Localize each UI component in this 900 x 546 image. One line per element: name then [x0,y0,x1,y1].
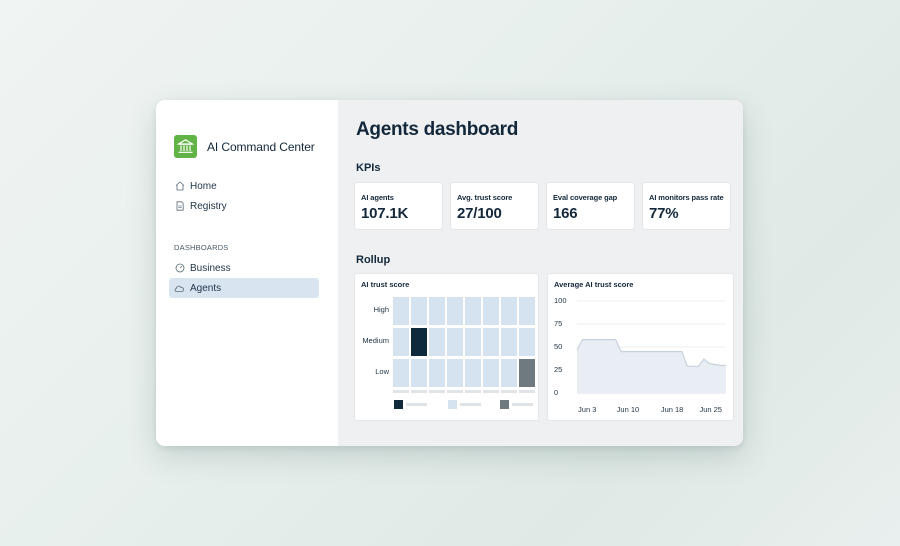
heatmap-axis-tick [429,390,445,393]
kpi-label: Avg. trust score [457,193,513,202]
heatmap-title: AI trust score [361,280,410,289]
heatmap-axis-tick [519,390,535,393]
sidebar: AI Command Center Home Registry DASHBOAR… [156,100,338,446]
heatmap-cell[interactable] [447,328,463,356]
x-tick-label: Jun 3 [578,405,597,414]
kpi-label: Eval coverage gap [553,193,618,202]
heatmap-cell[interactable] [483,297,499,325]
heatmap-axis-tick [393,390,409,393]
heatmap-legend-swatch [448,400,457,409]
heatmap-cell[interactable] [447,359,463,387]
heatmap-cell[interactable] [501,328,517,356]
heatmap-cell[interactable] [465,359,481,387]
heatmap-cell[interactable] [483,359,499,387]
kpi-card-ai-agents[interactable]: AI agents 107.1K [354,182,443,230]
heatmap-row-label: Low [375,367,389,376]
heatmap-cell[interactable] [429,359,445,387]
heatmap-cell[interactable] [465,328,481,356]
heatmap-legend-label [512,403,533,406]
heatmap-cell[interactable] [501,359,517,387]
sidebar-item-label: Agents [190,282,222,294]
heatmap-cell[interactable] [411,359,427,387]
kpis-section-title: KPIs [356,162,381,174]
line-chart-title: Average AI trust score [554,280,634,289]
heatmap-cell[interactable] [519,328,535,356]
heatmap-legend-label [406,403,427,406]
document-icon [174,201,185,212]
rollup-section-title: Rollup [356,254,391,266]
heatmap-card[interactable]: AI trust score High Medium Low [354,273,539,421]
heatmap-cell[interactable] [429,328,445,356]
heatmap-row-label: High [373,305,389,314]
y-tick-label: 100 [554,296,567,305]
x-tick-label: Jun 10 [616,405,640,414]
app-title: AI Command Center [207,139,315,154]
sidebar-item-label: Registry [190,200,227,212]
y-tick-label: 25 [554,365,563,374]
heatmap-cell[interactable] [429,297,445,325]
kpi-label: AI monitors pass rate [649,193,724,202]
heatmap-cell[interactable] [393,359,409,387]
heatmap-cell[interactable] [411,328,427,356]
page-title: Agents dashboard [356,119,518,140]
kpi-value: 77% [649,205,679,222]
sidebar-item-home[interactable]: Home [169,176,319,196]
sidebar-item-label: Business [190,262,231,274]
heatmap-legend-label [460,403,481,406]
sidebar-item-label: Home [190,180,217,192]
heatmap-row-label: Medium [362,336,389,345]
heatmap-cell[interactable] [447,297,463,325]
sidebar-item-registry[interactable]: Registry [169,196,319,216]
series-area [577,339,726,393]
heatmap-axis-tick [501,390,517,393]
sidebar-item-agents[interactable]: Agents [169,278,319,298]
y-tick-label: 50 [554,342,563,351]
heatmap-cell[interactable] [483,328,499,356]
heatmap-legend-swatch [500,400,509,409]
x-tick-label: Jun 25 [699,405,722,414]
heatmap-cell[interactable] [411,297,427,325]
line-chart-svg [576,300,726,394]
kpi-card-avg-trust-score[interactable]: Avg. trust score 27/100 [450,182,539,230]
heatmap-axis-tick [483,390,499,393]
sidebar-item-business[interactable]: Business [169,258,319,278]
main-content: Agents dashboard KPIs AI agents 107.1K A… [338,100,743,446]
dashboards-section-label: DASHBOARDS [174,243,229,252]
heatmap-cell[interactable] [465,297,481,325]
kpi-card-ai-monitors-pass-rate[interactable]: AI monitors pass rate 77% [642,182,731,230]
line-chart-card[interactable]: Average AI trust score 100 75 50 25 0 Jun 3 Ju… [547,273,734,421]
heatmap-axis-tick [447,390,463,393]
kpi-value: 27/100 [457,205,502,222]
bank-building-icon [174,135,197,158]
heatmap-cell[interactable] [393,328,409,356]
kpi-value: 166 [553,205,578,222]
heatmap-axis-tick [411,390,427,393]
gauge-icon [174,263,185,274]
app-window: AI Command Center Home Registry DASHBOAR… [156,100,743,446]
heatmap-cell[interactable] [519,297,535,325]
heatmap-legend-swatch [394,400,403,409]
heatmap-cell[interactable] [393,297,409,325]
kpi-value: 107.1K [361,205,409,222]
y-tick-label: 75 [554,319,563,328]
heatmap-cell[interactable] [519,359,535,387]
x-tick-label: Jun 18 [660,405,684,414]
kpi-card-eval-coverage-gap[interactable]: Eval coverage gap 166 [546,182,635,230]
kpi-label: AI agents [361,193,394,202]
home-icon [174,181,185,192]
cloud-icon [174,283,185,294]
series-line[interactable] [576,339,726,367]
heatmap-cell[interactable] [501,297,517,325]
y-tick-label: 0 [554,388,559,397]
heatmap-axis-tick [465,390,481,393]
brand[interactable]: AI Command Center [174,135,315,158]
